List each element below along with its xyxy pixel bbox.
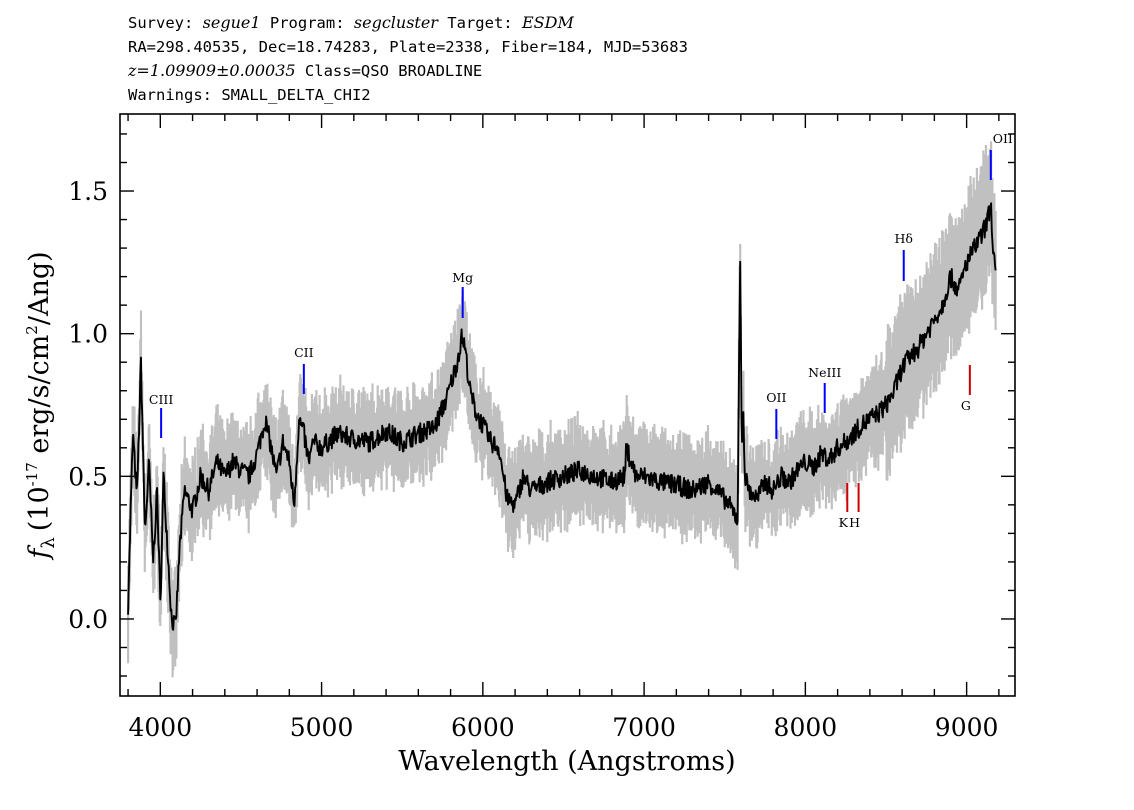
x-axis-title: Wavelength (Angstroms) (398, 746, 735, 777)
y-tick-label: 0.5 (68, 462, 108, 491)
header-line-2: RA=298.40535, Dec=18.74283, Plate=2338, … (128, 38, 688, 56)
x-tick-label: 5000 (290, 713, 354, 742)
absorption-line-label: G (961, 398, 971, 413)
flux-line-group (127, 202, 997, 631)
x-tick-label: 6000 (451, 713, 515, 742)
flux-series-line (127, 202, 997, 631)
x-tick-label: 4000 (129, 713, 193, 742)
header-line-3: z=1.09909±0.00035 Class=QSO BROADLINE (127, 61, 482, 80)
spectral-line-markers: CIII CII Mg OII NeIII Hδ OII K H G (149, 131, 1013, 530)
y-axis-title: fλ(10-17 erg/s/cm2/Ang) (23, 251, 59, 560)
axis-tick-labels: 4000 5000 6000 7000 8000 9000 0.0 0.5 1.0 1.5 (68, 177, 998, 742)
emission-line-label: OII (766, 390, 786, 405)
error-band (127, 141, 997, 678)
absorption-line-label: K (839, 515, 849, 530)
header-line-4: Warnings: SMALL_DELTA_CHI2 (128, 86, 371, 104)
emission-line-label: Hδ (895, 231, 913, 246)
plot-frame (119, 113, 1016, 697)
emission-line-label: OII (993, 131, 1013, 146)
emission-line-label: Mg (452, 270, 473, 285)
x-tick-label: 8000 (774, 713, 838, 742)
y-tick-label: 1.5 (68, 177, 108, 206)
absorption-line-label: H (849, 515, 860, 530)
flux-error-band (127, 141, 997, 678)
x-tick-label: 7000 (612, 713, 676, 742)
x-tick-label: 9000 (935, 713, 999, 742)
emission-line-label: NeIII (808, 365, 841, 380)
plot-header: Survey: segue1 Program: segcluster Targe… (127, 13, 688, 104)
y-tick-label: 1.0 (68, 320, 108, 349)
header-line-1: Survey: segue1 Program: segcluster Targe… (128, 13, 574, 32)
emission-line-label: CIII (149, 392, 173, 407)
axis-ticks (120, 114, 1015, 696)
emission-line-label: CII (294, 345, 314, 360)
y-tick-label: 0.0 (68, 605, 108, 634)
